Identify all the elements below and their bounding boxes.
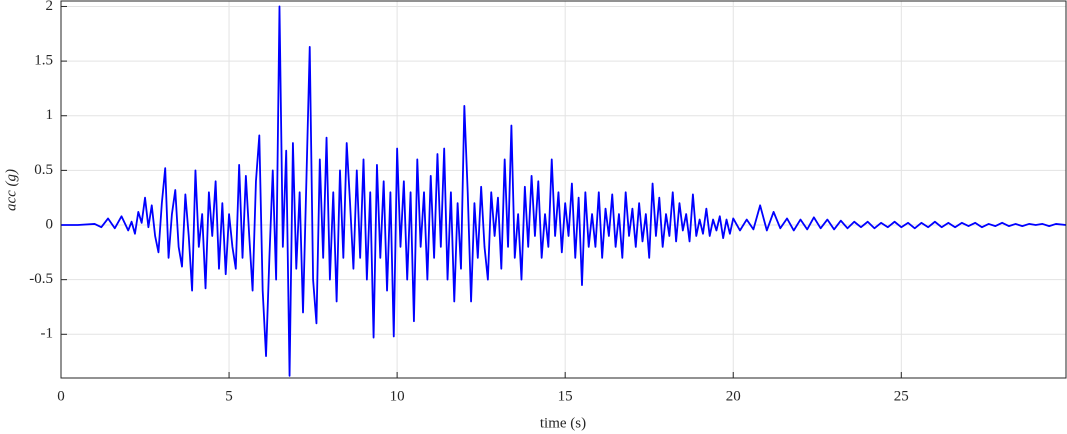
y-tick-label: 1.5 (34, 53, 53, 69)
x-axis-label: time (s) (540, 415, 586, 431)
axes-frame (60, 0, 1067, 379)
y-axis-label: acc (g) (3, 169, 19, 211)
x-tick-label: 20 (726, 388, 741, 404)
x-tick-label: 25 (894, 388, 909, 404)
x-tick-label: 0 (57, 388, 65, 404)
y-tick-label: 2 (46, 0, 54, 14)
signal-line (61, 5, 1067, 377)
x-tick-label: 10 (390, 388, 405, 404)
y-tick-label: 0 (46, 216, 54, 232)
y-tick-label: -1 (41, 326, 54, 342)
x-tick-label: 15 (558, 388, 573, 404)
y-tick-label: -0.5 (29, 271, 53, 287)
x-tick-label: 5 (225, 388, 233, 404)
plot-area (61, 1, 1066, 378)
y-tick-label: 0.5 (34, 162, 53, 178)
y-tick-label: 1 (46, 107, 54, 123)
